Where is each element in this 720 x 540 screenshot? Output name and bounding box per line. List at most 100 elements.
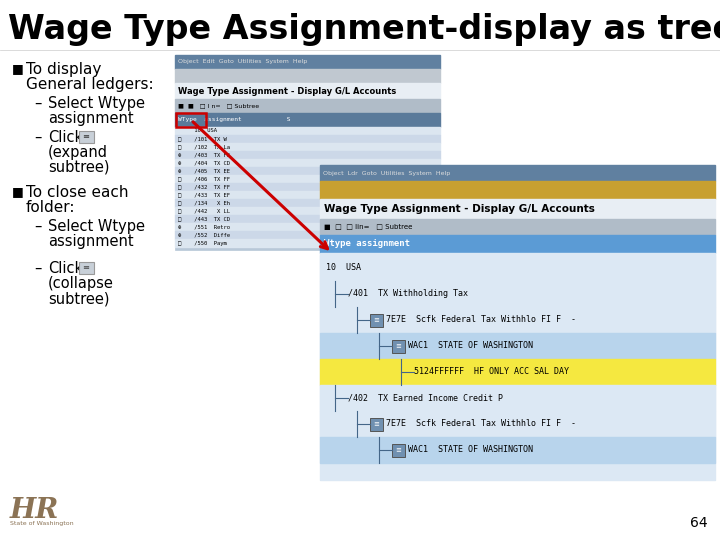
Text: WAC1  STATE OF WASHINGTON: WAC1 STATE OF WASHINGTON bbox=[408, 341, 533, 350]
Text: Object  Ldr  Goto  Utilities  System  Help: Object Ldr Goto Utilities System Help bbox=[323, 171, 450, 176]
Bar bbox=[175, 99, 440, 113]
Text: Wage Type Assignment-display as tree: Wage Type Assignment-display as tree bbox=[8, 13, 720, 46]
Text: –: – bbox=[34, 261, 41, 276]
Bar bbox=[175, 135, 440, 143]
Text: Wtype assignment: Wtype assignment bbox=[324, 240, 410, 248]
Bar bbox=[175, 215, 440, 223]
Text: WType  assignment            S: WType assignment S bbox=[178, 118, 290, 123]
FancyBboxPatch shape bbox=[78, 261, 94, 273]
Text: Wage Type Assignment - Display G/L Accounts: Wage Type Assignment - Display G/L Accou… bbox=[324, 204, 595, 214]
Text: State of Washington: State of Washington bbox=[10, 522, 73, 526]
Text: ■  □  □ lin=   □ Subtree: ■ □ □ lin= □ Subtree bbox=[324, 224, 413, 230]
Bar bbox=[320, 385, 715, 411]
Text: ⊕    /405  TX EE: ⊕ /405 TX EE bbox=[178, 168, 230, 173]
Text: 7E7E  Scfk Federal Tax Withhlo FI F  -: 7E7E Scfk Federal Tax Withhlo FI F - bbox=[386, 420, 576, 429]
Text: assignment: assignment bbox=[48, 234, 134, 249]
FancyBboxPatch shape bbox=[369, 314, 382, 327]
Bar bbox=[176, 113, 206, 127]
Bar bbox=[320, 165, 715, 480]
Text: To display: To display bbox=[26, 62, 102, 77]
Text: –: – bbox=[34, 130, 41, 145]
Text: assignment: assignment bbox=[48, 111, 134, 126]
Text: subtree): subtree) bbox=[48, 291, 109, 306]
Text: –: – bbox=[34, 219, 41, 234]
Bar bbox=[175, 231, 440, 239]
Text: ■  ■   □ l n=   □ Subtree: ■ ■ □ l n= □ Subtree bbox=[178, 104, 259, 109]
Bar bbox=[175, 55, 440, 69]
Bar bbox=[175, 223, 440, 231]
Text: Object  Edit  Goto  Utilities  System  Help: Object Edit Goto Utilities System Help bbox=[178, 59, 307, 64]
Bar bbox=[175, 127, 440, 135]
Text: ≡: ≡ bbox=[395, 447, 401, 453]
Bar bbox=[175, 167, 440, 175]
Text: HR: HR bbox=[10, 496, 59, 523]
Bar bbox=[175, 159, 440, 167]
Text: /401  TX Withholding Tax: /401 TX Withholding Tax bbox=[348, 289, 468, 299]
Text: □    /134   X Eh: □ /134 X Eh bbox=[178, 200, 230, 206]
Bar bbox=[320, 255, 715, 281]
Bar bbox=[175, 55, 440, 250]
FancyBboxPatch shape bbox=[392, 443, 405, 456]
Bar bbox=[175, 113, 440, 127]
Bar bbox=[175, 183, 440, 191]
Bar bbox=[320, 253, 715, 480]
Bar bbox=[175, 151, 440, 159]
Bar bbox=[320, 235, 715, 253]
Bar bbox=[320, 437, 715, 463]
Text: General ledgers:: General ledgers: bbox=[26, 77, 153, 92]
Text: ≡: ≡ bbox=[83, 132, 89, 141]
Text: (collapse: (collapse bbox=[48, 276, 114, 291]
Bar bbox=[320, 219, 715, 235]
Text: □    /550  Paym: □ /550 Paym bbox=[178, 240, 227, 246]
Bar bbox=[320, 411, 715, 437]
Text: □    /442   X LL: □ /442 X LL bbox=[178, 208, 230, 213]
Bar bbox=[175, 199, 440, 207]
Text: □    /101  TX W: □ /101 TX W bbox=[178, 137, 227, 141]
Bar bbox=[320, 307, 715, 333]
Text: ■: ■ bbox=[12, 185, 24, 198]
Text: ■: ■ bbox=[12, 62, 24, 75]
Text: Click: Click bbox=[48, 130, 83, 145]
Text: subtree): subtree) bbox=[48, 160, 109, 175]
FancyBboxPatch shape bbox=[392, 340, 405, 353]
Text: □    /432  TX FF: □ /432 TX FF bbox=[178, 185, 230, 190]
Bar bbox=[320, 333, 715, 359]
FancyBboxPatch shape bbox=[369, 417, 382, 430]
Text: Wage Type Assignment - Display G/L Accounts: Wage Type Assignment - Display G/L Accou… bbox=[178, 86, 396, 96]
Text: 10  USA: 10 USA bbox=[178, 129, 217, 133]
Text: □    /102  TX La: □ /102 TX La bbox=[178, 145, 230, 150]
Text: To close each: To close each bbox=[26, 185, 128, 200]
Text: folder:: folder: bbox=[26, 200, 76, 215]
Text: □    /433  TX EF: □ /433 TX EF bbox=[178, 192, 230, 198]
Text: ⊕    /403  TX FF: ⊕ /403 TX FF bbox=[178, 152, 230, 158]
Text: 7E7E  Scfk Federal Tax Withhlo FI F  -: 7E7E Scfk Federal Tax Withhlo FI F - bbox=[386, 315, 576, 325]
Text: WAC1  STATE OF WASHINGTON: WAC1 STATE OF WASHINGTON bbox=[408, 446, 533, 455]
Bar bbox=[175, 191, 440, 199]
Text: ⊕    /404  TX CD: ⊕ /404 TX CD bbox=[178, 160, 230, 165]
Text: 5124FFFFFF  HF ONLY ACC SAL DAY: 5124FFFFFF HF ONLY ACC SAL DAY bbox=[414, 368, 569, 376]
Bar bbox=[175, 69, 440, 83]
Text: ≡: ≡ bbox=[373, 421, 379, 427]
Text: 10  USA: 10 USA bbox=[326, 264, 361, 273]
Text: 64: 64 bbox=[690, 516, 708, 530]
Bar bbox=[320, 181, 715, 199]
Text: Select Wtype: Select Wtype bbox=[48, 219, 145, 234]
Bar bbox=[175, 143, 440, 151]
Bar bbox=[320, 199, 715, 219]
Text: ≡: ≡ bbox=[395, 343, 401, 349]
Text: Select Wtype: Select Wtype bbox=[48, 96, 145, 111]
Text: □    /443  TX CD: □ /443 TX CD bbox=[178, 217, 230, 221]
Text: ≡: ≡ bbox=[83, 263, 89, 272]
Text: □    /406  TX FF: □ /406 TX FF bbox=[178, 177, 230, 181]
Text: ⊕    /551  Retro: ⊕ /551 Retro bbox=[178, 225, 230, 230]
Text: –: – bbox=[34, 96, 41, 111]
Text: (expand: (expand bbox=[48, 145, 108, 160]
Bar bbox=[320, 359, 715, 385]
Bar bbox=[175, 207, 440, 215]
Bar bbox=[320, 165, 715, 181]
Bar bbox=[320, 281, 715, 307]
FancyBboxPatch shape bbox=[78, 131, 94, 143]
Text: /402  TX Earned Income Credit P: /402 TX Earned Income Credit P bbox=[348, 394, 503, 402]
Bar bbox=[175, 83, 440, 99]
Bar bbox=[175, 175, 440, 183]
